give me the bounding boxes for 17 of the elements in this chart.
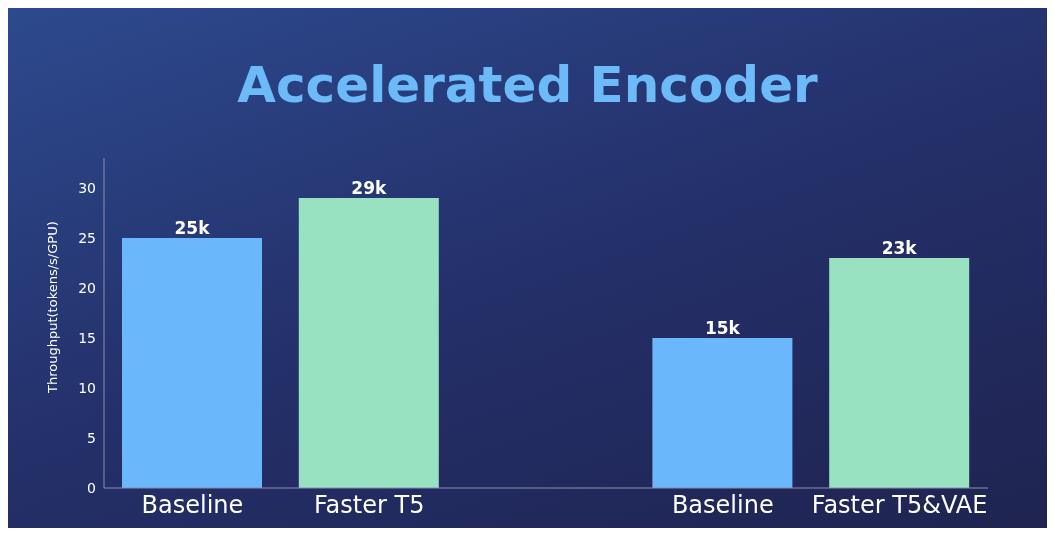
data-label: 23k <box>881 238 918 258</box>
y-tick-label: 5 <box>87 429 96 446</box>
data-label: 25k <box>174 218 211 238</box>
y-tick-label: 30 <box>78 179 96 196</box>
y-axis-title: Throughput(tokens/s/GPU) <box>44 221 60 394</box>
x-tick-label: Faster T5 <box>313 491 425 520</box>
y-tick-label: 20 <box>78 279 96 296</box>
data-label: 29k <box>351 178 387 198</box>
y-tick-label: 25 <box>78 229 96 246</box>
x-tick-label: Baseline <box>671 491 774 520</box>
data-label: 15k <box>704 318 741 338</box>
y-tick-label: 15 <box>78 329 96 346</box>
x-tick-label: Faster T5&VAE <box>811 491 988 520</box>
y-tick-label: 10 <box>78 379 96 396</box>
x-tick-label: Baseline <box>141 491 244 520</box>
y-tick-label: 0 <box>87 479 96 496</box>
chart-title: Accelerated Encoder <box>236 56 819 114</box>
